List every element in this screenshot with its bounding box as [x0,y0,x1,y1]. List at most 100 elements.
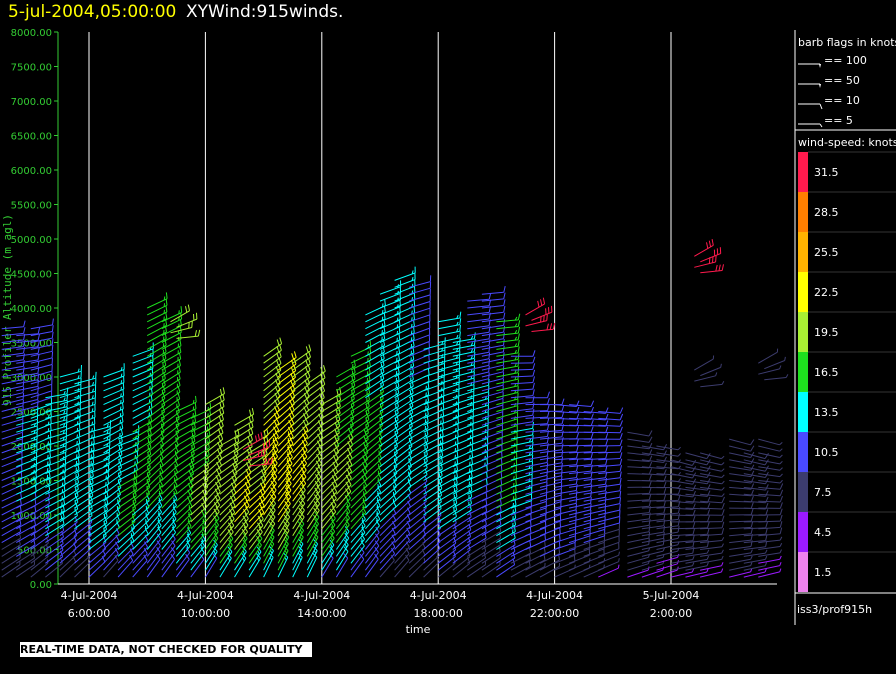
wind-barb [117,548,134,571]
wind-barb [263,491,277,516]
wind-barb [321,526,336,550]
wind-barb [364,553,379,578]
wind-barb [539,501,562,516]
wind-barb [1,320,26,330]
wind-barb [365,439,383,461]
wind-barb [277,451,293,474]
wind-barb [1,425,24,440]
wind-barb [510,389,535,399]
wind-barb [729,470,755,478]
speed-label: 31.5 [814,166,839,179]
wind-barb [627,519,651,530]
wind-barb [132,501,150,523]
wind-barb [437,550,456,571]
wind-barb [700,527,725,537]
wind-barb [263,484,277,509]
wind-barb [103,554,119,578]
wind-barb [74,410,96,426]
wind-barb [117,463,138,481]
wind-barb [423,449,444,468]
wind-barb [1,412,24,426]
wind-barb [365,466,382,488]
wind-barb [525,410,550,419]
wind-barb [45,406,68,419]
wind-barb [379,547,396,571]
wind-barb [190,494,208,516]
wind-barb [292,364,311,385]
wind-barb [336,499,351,523]
wind-barb [394,366,415,385]
wind-barb [685,527,710,537]
wind-barb [568,535,591,550]
wind-barb [583,523,606,537]
wind-barb [161,405,180,426]
wind-barb [161,459,179,481]
wind-barb [525,404,550,412]
wind-barb [365,352,385,371]
wind-barb [700,509,725,516]
wind-barb [510,507,532,523]
wind-barb [365,479,382,502]
wind-barb [598,497,621,509]
wind-barb [146,553,161,578]
wind-barb [685,484,711,491]
wind-barb [88,433,111,447]
wind-barb [59,377,82,392]
wind-barb [277,357,297,378]
wind-barb [146,352,167,371]
wind-barb [379,487,397,509]
wind-barb [234,499,250,523]
wind-barb [583,484,607,495]
wind-barb [641,532,665,544]
wind-barb [161,466,179,488]
wind-barb [467,332,491,343]
wind-barb [277,391,296,412]
y-tick-label: 5000.00 [11,235,52,246]
wind-barb [175,547,191,571]
speed-swatch [798,352,808,392]
wind-barb [263,471,278,495]
wind-barb [743,527,768,537]
wind-barb [758,527,783,537]
wind-barb [539,430,564,440]
wind-barb [437,497,458,516]
wind-barb [656,506,681,516]
wind-barb [306,484,321,509]
wind-barb [700,549,724,557]
wind-barb [758,542,783,550]
wind-barb [408,522,427,543]
wind-barb [88,555,106,578]
wind-barb [438,311,462,323]
wind-barb [219,467,238,488]
wind-barb [234,486,251,509]
wind-barb [700,515,725,523]
wind-barb [30,351,54,364]
wind-barb [16,399,39,412]
wind-barb [423,337,446,350]
wind-barb [554,490,578,502]
wind-barb [219,500,236,523]
speed-label: 25.5 [814,246,839,259]
wind-barb [685,490,711,497]
wind-barb [394,554,410,578]
wind-barb [263,404,280,426]
wind-barb [292,478,307,502]
wind-barb [452,557,471,578]
wind-barb [423,350,446,364]
wind-barb [365,540,380,564]
wind-barb [685,509,711,516]
wind-barb [670,562,695,571]
wind-barb [438,324,461,337]
wind-barb [1,432,23,447]
wind-barb [219,506,236,530]
wind-barb [277,552,289,578]
wind-barb [700,264,724,274]
wind-barb [74,391,96,406]
wind-barb [670,459,697,466]
wind-barb [729,521,754,530]
wind-barb [481,545,501,564]
wind-barb [408,428,429,447]
wind-barb [583,445,608,454]
speed-label: 16.5 [814,366,839,379]
wind-barb [569,426,594,433]
